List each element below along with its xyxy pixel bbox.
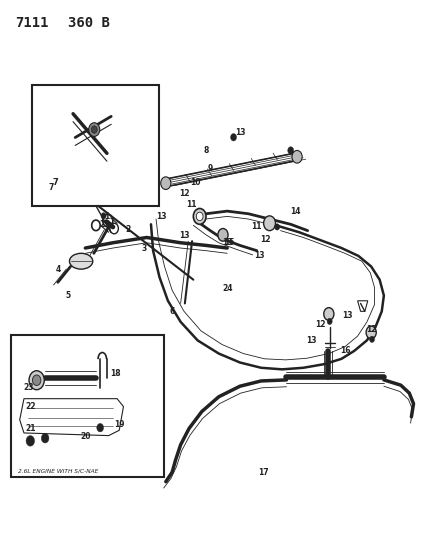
- Text: 360 B: 360 B: [68, 16, 110, 30]
- Text: 13: 13: [156, 212, 167, 221]
- Circle shape: [366, 326, 376, 339]
- Circle shape: [288, 147, 294, 154]
- Circle shape: [324, 308, 334, 320]
- Text: 3: 3: [142, 244, 147, 253]
- Circle shape: [218, 229, 228, 241]
- Text: 24: 24: [222, 284, 233, 293]
- Circle shape: [26, 435, 35, 446]
- Text: 13: 13: [235, 127, 245, 136]
- Text: 7111: 7111: [15, 16, 49, 30]
- Text: 12: 12: [180, 189, 190, 198]
- Circle shape: [101, 213, 106, 219]
- Text: 11: 11: [251, 222, 262, 231]
- Text: 23: 23: [99, 220, 110, 229]
- Text: 5: 5: [66, 291, 71, 300]
- Text: 10: 10: [190, 177, 201, 187]
- Ellipse shape: [69, 253, 93, 269]
- Text: 7: 7: [53, 177, 59, 187]
- Circle shape: [292, 150, 302, 163]
- Text: 1: 1: [104, 212, 109, 221]
- Text: 16: 16: [341, 346, 351, 356]
- Circle shape: [29, 371, 44, 390]
- Circle shape: [263, 216, 275, 231]
- Text: 17: 17: [258, 467, 269, 477]
- Text: 13: 13: [254, 252, 264, 261]
- Bar: [33, 85, 160, 206]
- Text: 2.6L ENGINE WITH S/C-NAE: 2.6L ENGINE WITH S/C-NAE: [18, 469, 98, 473]
- Text: 4: 4: [55, 265, 60, 273]
- Circle shape: [97, 423, 103, 432]
- Circle shape: [91, 126, 97, 133]
- Text: 12: 12: [366, 325, 376, 334]
- Text: 7: 7: [49, 183, 54, 192]
- Text: 15: 15: [224, 238, 235, 247]
- Text: 2: 2: [125, 225, 130, 234]
- Text: 23: 23: [23, 383, 33, 392]
- Text: 8: 8: [203, 146, 209, 155]
- Circle shape: [161, 177, 171, 190]
- Text: 13: 13: [343, 311, 353, 319]
- Circle shape: [275, 224, 280, 230]
- Circle shape: [89, 123, 100, 136]
- Text: 21: 21: [25, 424, 36, 433]
- Text: 12: 12: [315, 320, 326, 329]
- Text: 19: 19: [114, 420, 124, 429]
- Circle shape: [41, 433, 49, 443]
- Circle shape: [33, 375, 41, 385]
- Text: 18: 18: [110, 368, 120, 377]
- Text: 22: 22: [25, 402, 36, 411]
- Text: 12: 12: [260, 235, 271, 244]
- Text: 13: 13: [307, 336, 317, 345]
- Circle shape: [369, 336, 375, 342]
- Text: 14: 14: [290, 207, 300, 216]
- Text: 11: 11: [186, 200, 196, 209]
- Text: 6: 6: [169, 307, 175, 316]
- Circle shape: [193, 208, 206, 224]
- Bar: [11, 335, 164, 478]
- Circle shape: [196, 212, 203, 221]
- Circle shape: [327, 318, 332, 325]
- Text: 13: 13: [180, 231, 190, 240]
- Text: 9: 9: [208, 164, 213, 173]
- Text: 13: 13: [222, 238, 233, 247]
- Text: 20: 20: [80, 432, 91, 441]
- Circle shape: [231, 134, 236, 141]
